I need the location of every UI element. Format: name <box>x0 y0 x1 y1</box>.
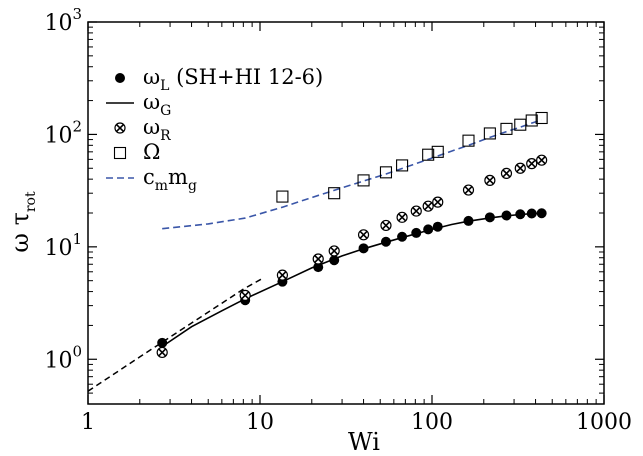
data-point <box>462 184 475 196</box>
legend-entry: cmmg <box>106 165 197 194</box>
series-markers-3 <box>276 111 548 203</box>
y-axis-title-main: ω τ <box>6 212 34 252</box>
data-point <box>379 166 393 179</box>
data-point <box>484 174 496 186</box>
x-tick-label: 1 <box>81 410 95 435</box>
legend-entry: ωR <box>114 115 171 144</box>
legend-label: ωR <box>143 115 171 144</box>
data-point <box>515 209 526 220</box>
data-point <box>514 162 526 174</box>
data-point <box>423 224 434 235</box>
legend-label: ωG <box>143 90 171 119</box>
data-point <box>536 208 547 219</box>
x-tick-label: 10 <box>246 410 274 435</box>
data-point <box>526 158 538 170</box>
data-point <box>276 269 289 281</box>
series-line-dashed <box>162 119 542 230</box>
data-point <box>462 134 475 147</box>
data-point <box>239 289 251 301</box>
y-axis-title: ω τrot <box>6 191 39 253</box>
y-axis-title-sub: rot <box>23 191 39 212</box>
data-point <box>535 111 548 125</box>
data-point <box>358 243 369 254</box>
data-point <box>500 167 513 180</box>
data-point <box>396 159 409 172</box>
legend-entry: Ω <box>113 140 160 164</box>
series-4 <box>162 119 542 230</box>
data-point <box>463 215 474 226</box>
y-tick-label: 102 <box>44 117 82 148</box>
data-point <box>484 212 495 223</box>
plot-area <box>88 111 548 392</box>
data-point <box>313 262 324 273</box>
data-point <box>357 229 370 241</box>
x-tick-label: 100 <box>411 410 453 435</box>
data-point <box>328 187 341 200</box>
y-tick-label: 101 <box>44 230 82 261</box>
data-point <box>410 205 422 217</box>
series-5 <box>88 277 264 392</box>
data-point <box>500 122 513 135</box>
data-point <box>380 219 392 232</box>
data-point <box>396 211 408 223</box>
data-point <box>397 231 408 242</box>
data-point <box>380 236 391 247</box>
legend-entry: ωG <box>106 90 171 119</box>
data-point <box>432 196 444 208</box>
data-point <box>536 154 548 166</box>
data-point <box>276 190 289 203</box>
x-axis-title: Wi <box>348 428 380 456</box>
y-tick-label: 103 <box>44 5 82 36</box>
data-point <box>113 146 127 160</box>
data-point <box>525 114 538 127</box>
axes: 1 10 100 1000 100 101 102 103 <box>44 5 632 435</box>
data-point <box>501 210 512 221</box>
legend-entry: ωL (SH+HI 12-6) <box>115 65 323 94</box>
data-point <box>357 174 370 187</box>
data-point <box>329 255 340 266</box>
data-point <box>431 145 444 158</box>
legend-label: ωL (SH+HI 12-6) <box>143 65 323 94</box>
data-point <box>328 245 340 257</box>
data-point <box>114 122 126 134</box>
x-tick-label: 1000 <box>576 410 632 435</box>
data-point <box>422 148 435 161</box>
legend-label: Ω <box>143 140 160 164</box>
series-markers-0 <box>157 208 547 348</box>
data-point <box>526 208 537 219</box>
data-point <box>432 221 443 232</box>
data-point <box>483 127 496 140</box>
series-line-dashed-black <box>88 277 264 392</box>
y-tick-label: 100 <box>44 342 82 373</box>
data-point <box>156 346 168 359</box>
data-point <box>411 227 422 238</box>
data-point <box>157 337 168 348</box>
data-point <box>312 253 324 265</box>
series-markers-2 <box>156 154 548 359</box>
legend-label: cmmg <box>143 165 197 194</box>
data-point <box>422 200 434 212</box>
data-point <box>115 73 125 83</box>
